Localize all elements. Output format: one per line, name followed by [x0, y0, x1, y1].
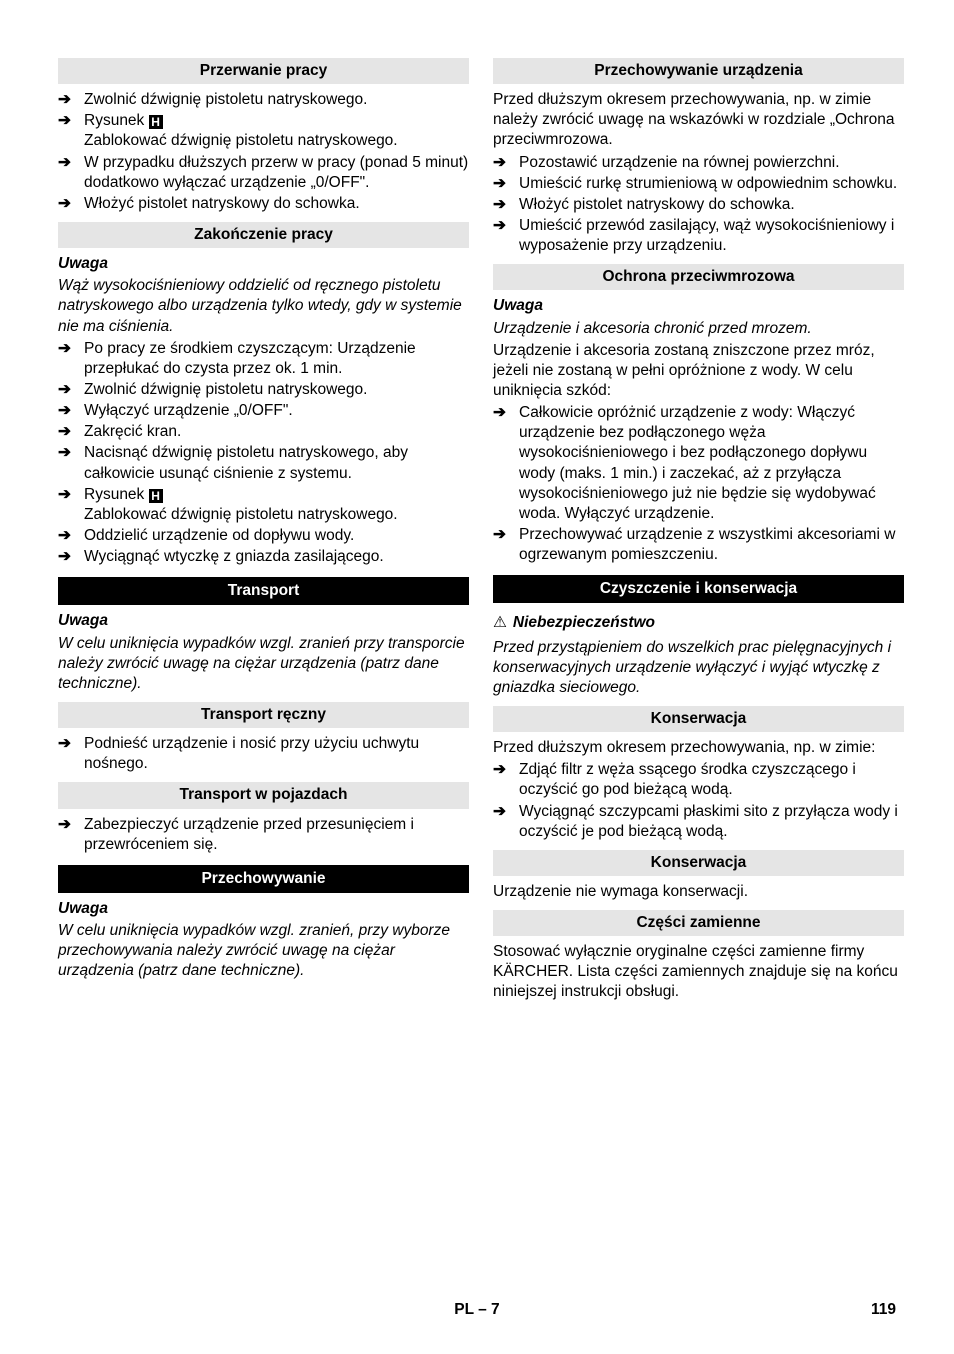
list-text: Całkowicie opróżnić urządzenie z wody: W… — [519, 404, 876, 522]
list-sub: Zablokować dźwignię pistoletu natryskowe… — [84, 505, 469, 525]
list-text: Wyciągnąć szczypcami płaskimi sito z prz… — [519, 803, 898, 840]
list-text: Umieścić przewód zasilający, wąż wysokoc… — [519, 217, 894, 254]
list-text: Rysunek — [84, 486, 144, 503]
body-text: Przed dłuższym okresem przechowywania, n… — [493, 90, 904, 150]
footer-center: PL – 7 — [0, 1300, 954, 1320]
list-text: Nacisnąć dźwignię pistoletu natryskowego… — [84, 444, 408, 481]
list-item: Wyłączyć urządzenie „0/OFF". — [58, 401, 469, 421]
left-column: Przerwanie pracy Zwolnić dźwignię pistol… — [58, 50, 469, 1005]
list-text: Przechowywać urządzenie z wszystkimi akc… — [519, 526, 895, 563]
list-text: Po pracy ze środkiem czyszczącym: Urządz… — [84, 340, 416, 377]
list-interruption: Zwolnić dźwignię pistoletu natryskowego.… — [58, 90, 469, 214]
note-text-italic: Urządzenie i akcesoria chronić przed mro… — [493, 319, 904, 339]
list-item: Zwolnić dźwignię pistoletu natryskowego. — [58, 90, 469, 110]
list-text: Podnieść urządzenie i nosić przy użyciu … — [84, 735, 419, 772]
list-item: Wyciągnąć szczypcami płaskimi sito z prz… — [493, 802, 904, 842]
note-label: Uwaga — [493, 296, 904, 316]
body-text: Przed dłuższym okresem przechowywania, n… — [493, 738, 904, 758]
heading-finish: Zakończenie pracy — [58, 222, 469, 248]
heading-spare: Części zamienne — [493, 910, 904, 936]
list-item: Umieścić przewód zasilający, wąż wysokoc… — [493, 216, 904, 256]
heading-transport-main: Transport — [58, 577, 469, 605]
list-text: Zakręcić kran. — [84, 423, 181, 440]
heading-transport-vehicles: Transport w pojazdach — [58, 782, 469, 808]
heading-frost: Ochrona przeciwmrozowa — [493, 264, 904, 290]
list-item: Po pracy ze środkiem czyszczącym: Urządz… — [58, 339, 469, 379]
heading-storage-device: Przechowywanie urządzenia — [493, 58, 904, 84]
list-item: Włożyć pistolet natryskowy do schowka. — [493, 195, 904, 215]
list-item: Nacisnąć dźwignię pistoletu natryskowego… — [58, 443, 469, 483]
list-text: Oddzielić urządzenie od dopływu wody. — [84, 527, 354, 544]
figure-h-icon: H — [149, 115, 163, 129]
danger-label: Niebezpieczeństwo — [513, 613, 655, 633]
note-label: Uwaga — [58, 899, 469, 919]
list-text: Zabezpieczyć urządzenie przed przesunięc… — [84, 816, 414, 853]
list-item: Rysunek H Zablokować dźwignię pistoletu … — [58, 111, 469, 151]
list-item: Zabezpieczyć urządzenie przed przesunięc… — [58, 815, 469, 855]
note-label: Uwaga — [58, 254, 469, 274]
list-item: Włożyć pistolet natryskowy do schowka. — [58, 194, 469, 214]
danger-heading: ⚠ Niebezpieczeństwo — [493, 609, 904, 635]
note-text: W celu uniknięcia wypadków wzgl. zranień… — [58, 634, 469, 694]
heading-maint2: Konserwacja — [493, 850, 904, 876]
list-text: Umieścić rurkę strumieniową w odpowiedni… — [519, 175, 897, 192]
list-item: Pozostawić urządzenie na równej powierzc… — [493, 153, 904, 173]
list-text: W przypadku dłuższych przerw w pracy (po… — [84, 154, 468, 191]
warning-triangle-icon: ⚠ — [493, 613, 507, 633]
heading-interruption: Przerwanie pracy — [58, 58, 469, 84]
list-item: Przechowywać urządzenie z wszystkimi akc… — [493, 525, 904, 565]
list-item: Zakręcić kran. — [58, 422, 469, 442]
list-item: Wyciągnąć wtyczkę z gniazda zasilającego… — [58, 547, 469, 567]
page-footer: PL – 7 119 — [0, 1300, 954, 1320]
list-text: Wyłączyć urządzenie „0/OFF". — [84, 402, 293, 419]
figure-h-icon: H — [149, 489, 163, 503]
list-finish: Po pracy ze środkiem czyszczącym: Urządz… — [58, 339, 469, 568]
list-frost: Całkowicie opróżnić urządzenie z wody: W… — [493, 403, 904, 565]
body-text: Stosować wyłącznie oryginalne części zam… — [493, 942, 904, 1002]
list-text: Zwolnić dźwignię pistoletu natryskowego. — [84, 91, 367, 108]
list-item: Oddzielić urządzenie od dopływu wody. — [58, 526, 469, 546]
right-column: Przechowywanie urządzenia Przed dłuższym… — [493, 50, 904, 1005]
danger-text: Przed przystąpieniem do wszelkich prac p… — [493, 638, 904, 698]
list-text: Zdjąć filtr z węża ssącego środka czyszc… — [519, 761, 856, 798]
list-text: Włożyć pistolet natryskowy do schowka. — [519, 196, 795, 213]
list-item: Całkowicie opróżnić urządzenie z wody: W… — [493, 403, 904, 524]
list-item: W przypadku dłuższych przerw w pracy (po… — [58, 153, 469, 193]
list-text: Włożyć pistolet natryskowy do schowka. — [84, 195, 360, 212]
list-sub: Zablokować dźwignię pistoletu natryskowe… — [84, 131, 469, 151]
list-maint1: Zdjąć filtr z węża ssącego środka czyszc… — [493, 760, 904, 842]
body-text: Urządzenie nie wymaga konserwacji. — [493, 882, 904, 902]
list-item: Zwolnić dźwignię pistoletu natryskowego. — [58, 380, 469, 400]
note-text: Wąż wysokociśnieniowy oddzielić od ręczn… — [58, 276, 469, 336]
note-text: W celu uniknięcia wypadków wzgl. zranień… — [58, 921, 469, 981]
heading-cleaning-main: Czyszczenie i konserwacja — [493, 575, 904, 603]
list-text: Rysunek — [84, 112, 144, 129]
heading-storage-main: Przechowywanie — [58, 865, 469, 893]
list-storage-device: Pozostawić urządzenie na równej powierzc… — [493, 153, 904, 257]
list-transport-vehicle: Zabezpieczyć urządzenie przed przesunięc… — [58, 815, 469, 855]
footer-page-number: 119 — [871, 1300, 896, 1320]
list-text: Wyciągnąć wtyczkę z gniazda zasilającego… — [84, 548, 384, 565]
body-text: Urządzenie i akcesoria zostaną zniszczon… — [493, 341, 904, 401]
list-item: Zdjąć filtr z węża ssącego środka czyszc… — [493, 760, 904, 800]
list-item: Rysunek H Zablokować dźwignię pistoletu … — [58, 485, 469, 525]
list-transport-manual: Podnieść urządzenie i nosić przy użyciu … — [58, 734, 469, 774]
heading-transport-manual: Transport ręczny — [58, 702, 469, 728]
list-item: Umieścić rurkę strumieniową w odpowiedni… — [493, 174, 904, 194]
list-item: Podnieść urządzenie i nosić przy użyciu … — [58, 734, 469, 774]
list-text: Zwolnić dźwignię pistoletu natryskowego. — [84, 381, 367, 398]
heading-maint1: Konserwacja — [493, 706, 904, 732]
list-text: Pozostawić urządzenie na równej powierzc… — [519, 154, 840, 171]
note-label: Uwaga — [58, 611, 469, 631]
